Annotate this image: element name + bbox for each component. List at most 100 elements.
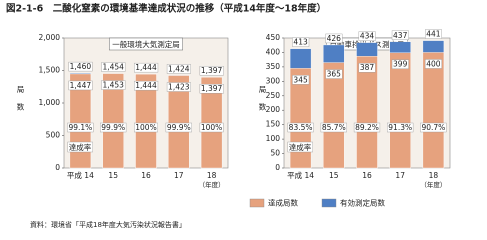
panel-title: 一般環境大気測定局	[112, 39, 180, 49]
x-tick-label: 平成 14	[67, 170, 94, 180]
value-label: 1,397	[201, 84, 223, 93]
value-label-box	[425, 29, 442, 39]
legend-swatch	[249, 198, 265, 208]
value-label: 1,397	[201, 66, 223, 75]
bar	[200, 76, 223, 169]
y-tick-label: 400	[266, 47, 281, 56]
value-label: 365	[327, 70, 342, 79]
y-tick-label: 250	[266, 91, 281, 100]
rate-label-box	[287, 122, 314, 133]
y-tick-label: 0	[275, 163, 280, 172]
bar	[168, 75, 190, 169]
rate-label: 90.7%	[421, 123, 445, 132]
y-tick-label: 0	[55, 163, 60, 172]
y-tick-label: 500	[46, 131, 61, 140]
y-tick-label: 2,000	[39, 33, 61, 42]
y-axis-label: 局数	[16, 85, 25, 120]
value-label-box	[391, 30, 409, 40]
value-label: 434	[360, 32, 375, 41]
y-tick-label: 350	[266, 62, 281, 71]
value-label-box	[166, 82, 191, 92]
bar	[389, 52, 411, 169]
value-label: 387	[360, 63, 375, 72]
rate-label: 83.5%	[289, 123, 313, 132]
x-tick-label: 15	[329, 171, 339, 180]
rate-label-box	[420, 122, 447, 133]
rate-label-box	[199, 122, 224, 133]
rate-label: 99.9%	[167, 123, 191, 132]
rate-label-box	[353, 122, 381, 133]
value-label: 1,444	[135, 81, 157, 90]
rate-name-box	[287, 141, 313, 153]
y-tick-label: 1,500	[39, 66, 61, 75]
value-label-box	[68, 80, 93, 91]
x-tick-label: 平成 14	[287, 170, 314, 180]
value-label-box	[199, 65, 224, 76]
source-note: 資料：環境省「平成18年度大気汚染状況報告書」	[30, 220, 186, 229]
rate-label: 100%	[135, 123, 156, 132]
value-label: 1,453	[102, 81, 124, 90]
y-tick-label: 100	[266, 134, 281, 143]
value-label-box	[325, 69, 343, 79]
x-axis-label: （年度）	[199, 180, 225, 189]
rate-label: 85.7%	[322, 123, 346, 132]
value-label: 1,424	[168, 64, 190, 73]
value-label: 426	[327, 34, 342, 43]
rate-label: 89.2%	[355, 123, 379, 132]
value-label-box	[325, 33, 343, 44]
value-label: 1,454	[102, 62, 124, 71]
rate-label-box	[67, 122, 94, 133]
y-tick-label: 1,000	[39, 98, 61, 107]
value-label-box	[134, 62, 159, 73]
value-label: 399	[393, 60, 408, 69]
value-label-box	[134, 80, 159, 91]
y-tick-label: 300	[266, 76, 281, 85]
y-tick-label: 150	[266, 120, 281, 129]
rate-label: 99.9%	[101, 123, 125, 132]
page-title: 図2-1-6 二酸化窒素の環境基準達成状況の推移（平成14年度～18年度）	[6, 3, 326, 15]
value-label-box	[101, 80, 126, 90]
rate-label-box	[320, 122, 347, 133]
value-label: 1,423	[168, 83, 190, 92]
bar	[323, 62, 345, 169]
x-tick-label: 16	[362, 171, 372, 180]
value-label: 441	[426, 30, 441, 39]
value-label-box	[199, 83, 224, 94]
rate-label-box	[134, 122, 158, 133]
rate-label: 91.3%	[388, 123, 412, 132]
legend-swatch	[321, 198, 337, 208]
rate-name: 達成率	[289, 142, 312, 152]
x-axis-label: （年度）	[420, 180, 446, 189]
bar	[102, 73, 124, 169]
value-label-box	[292, 75, 310, 85]
y-axis-label: 局数	[258, 85, 267, 120]
rate-label-box	[165, 122, 192, 133]
rate-name-box	[67, 141, 93, 153]
rate-label: 99.1%	[68, 123, 92, 132]
value-label-box	[166, 64, 191, 74]
bar	[356, 56, 378, 169]
value-label: 1,444	[135, 63, 157, 72]
legend-label: 有効測定局数	[340, 198, 385, 208]
rate-name: 達成率	[69, 142, 92, 152]
value-label: 1,447	[70, 81, 92, 90]
value-label: 437	[393, 31, 408, 40]
value-label-box	[391, 59, 409, 69]
y-tick-label: 450	[266, 33, 281, 42]
legend-label: 達成局数	[268, 198, 298, 208]
y-tick-label: 50	[270, 149, 280, 158]
value-label-box	[358, 62, 376, 73]
x-tick-label: 17	[395, 171, 405, 180]
x-tick-label: 18	[429, 171, 439, 180]
value-label: 400	[426, 59, 441, 68]
y-tick-label: 200	[266, 105, 281, 114]
x-tick-label: 17	[174, 171, 184, 180]
x-tick-label: 18	[207, 171, 217, 180]
value-label: 413	[293, 38, 308, 47]
value-label-box	[358, 31, 376, 41]
value-label-box	[68, 61, 93, 72]
value-label: 1,460	[70, 62, 92, 71]
bar	[422, 52, 445, 169]
value-label: 345	[293, 75, 308, 84]
